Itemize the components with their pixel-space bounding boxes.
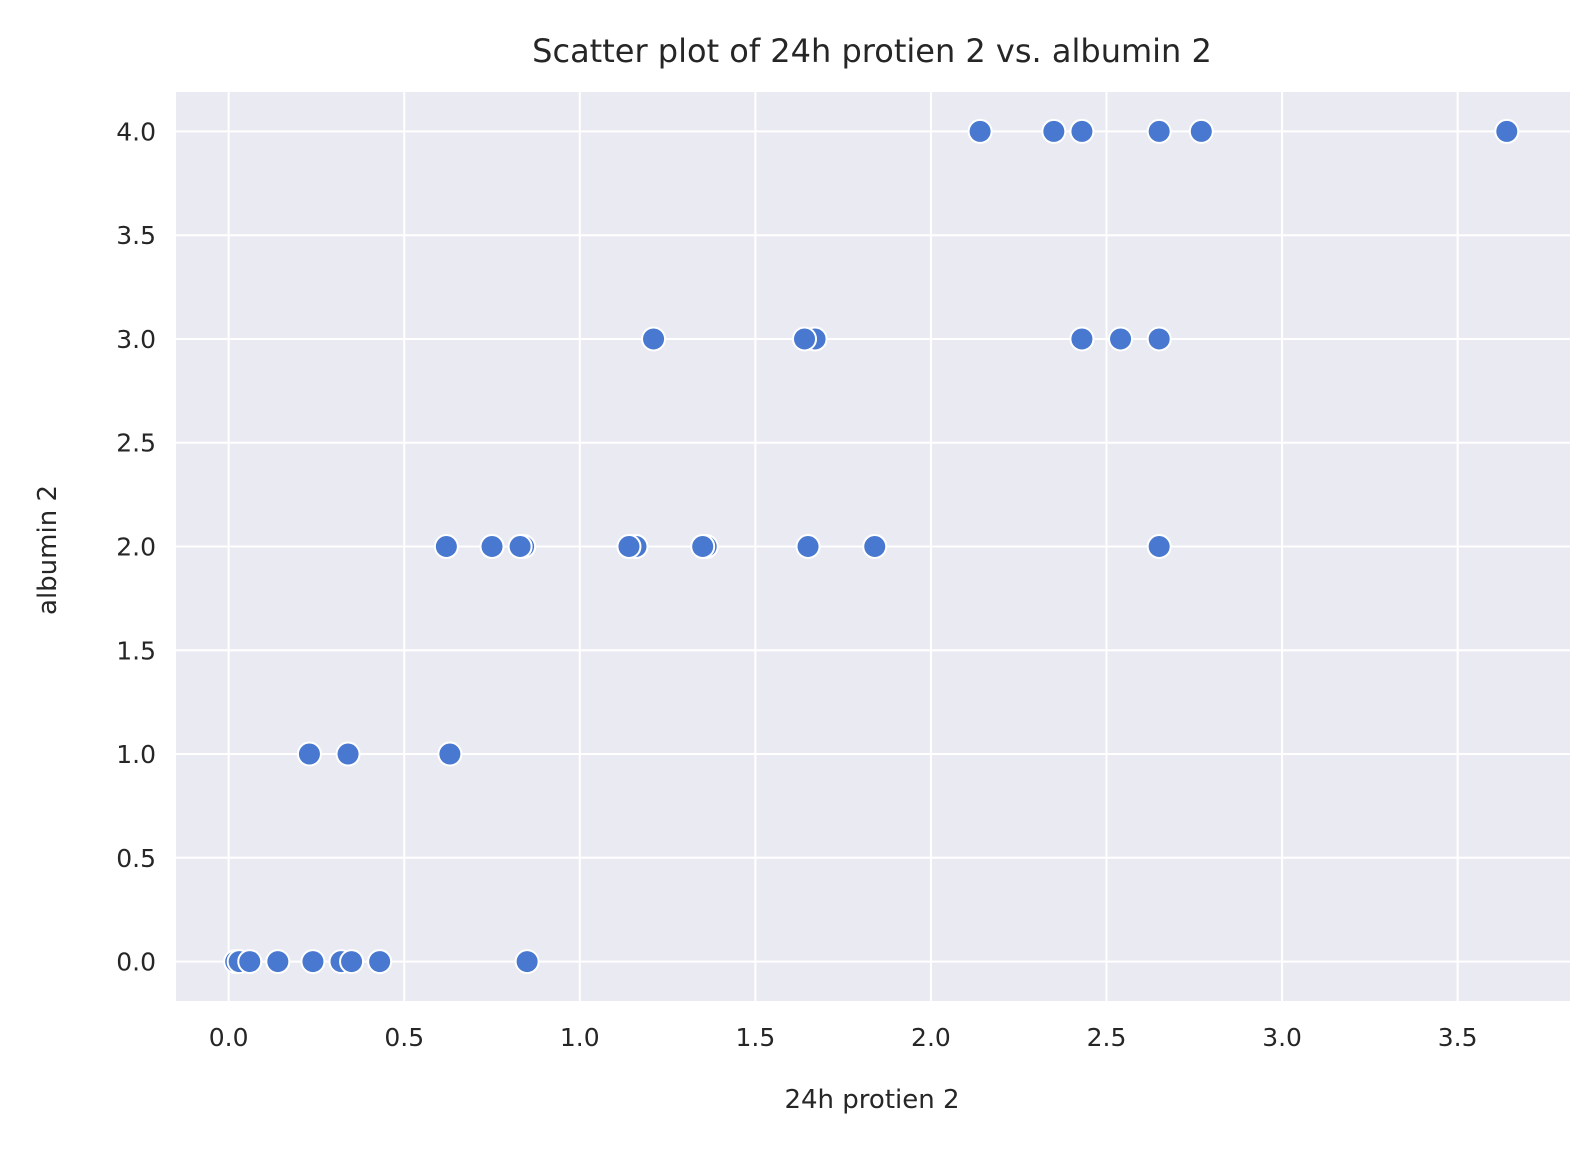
scatter-point	[1041, 118, 1067, 144]
scatter-point	[1146, 326, 1172, 352]
scatter-point	[862, 534, 888, 559]
scatter-point	[300, 949, 326, 975]
chart-title: Scatter plot of 24h protien 2 vs. albumi…	[532, 32, 1212, 70]
scatter-point	[367, 949, 393, 975]
scatter-point	[1069, 118, 1095, 144]
scatter-point	[507, 534, 533, 559]
y-tick-label: 1.0	[116, 740, 156, 769]
scatter-point	[795, 534, 821, 559]
scatter-point	[1494, 118, 1520, 144]
x-tick-label: 3.0	[1262, 1023, 1302, 1052]
tick-labels: 0.0 0.5 1.0 1.5 2.0 2.5 3.0 3.5 0.0 0.5 1.0 1.5 2.0 2…	[116, 117, 1477, 1052]
scatter-point	[433, 534, 459, 559]
scatter-point	[265, 949, 291, 975]
y-axis-label: albumin 2	[33, 485, 63, 615]
x-tick-label: 1.5	[735, 1023, 775, 1052]
y-tick-label: 1.5	[116, 636, 156, 665]
y-tick-label: 0.5	[116, 844, 156, 873]
scatter-point	[792, 326, 818, 352]
x-tick-label: 3.5	[1438, 1023, 1478, 1052]
scatter-point	[967, 118, 993, 144]
x-tick-label: 2.0	[911, 1023, 951, 1052]
y-tick-label: 2.5	[116, 429, 156, 458]
x-tick-label: 0.0	[209, 1023, 249, 1052]
scatter-point	[339, 949, 365, 975]
scatter-point	[616, 534, 642, 559]
y-tick-label: 3.5	[116, 221, 156, 250]
y-tick-label: 4.0	[116, 117, 156, 146]
scatter-point	[296, 741, 322, 767]
data-points	[223, 118, 1520, 975]
y-tick-label: 0.0	[116, 948, 156, 977]
x-tick-label: 1.0	[560, 1023, 600, 1052]
scatter-point	[1108, 326, 1134, 352]
scatter-point	[1146, 534, 1172, 559]
scatter-point	[335, 741, 361, 767]
scatter-point	[1188, 118, 1214, 144]
scatter-point	[641, 326, 667, 352]
grid-lines	[176, 92, 1570, 1001]
x-tick-label: 2.5	[1087, 1023, 1127, 1052]
scatter-point	[1146, 118, 1172, 144]
scatter-point	[1069, 326, 1095, 352]
scatter-point	[479, 534, 505, 559]
y-tick-label: 2.0	[116, 533, 156, 562]
scatter-point	[237, 949, 263, 975]
scatter-point	[690, 534, 716, 559]
scatter-point	[437, 741, 463, 767]
scatter-point	[514, 949, 540, 975]
y-tick-label: 3.0	[116, 325, 156, 354]
x-axis-label: 24h protien 2	[784, 1085, 959, 1115]
x-tick-label: 0.5	[384, 1023, 424, 1052]
